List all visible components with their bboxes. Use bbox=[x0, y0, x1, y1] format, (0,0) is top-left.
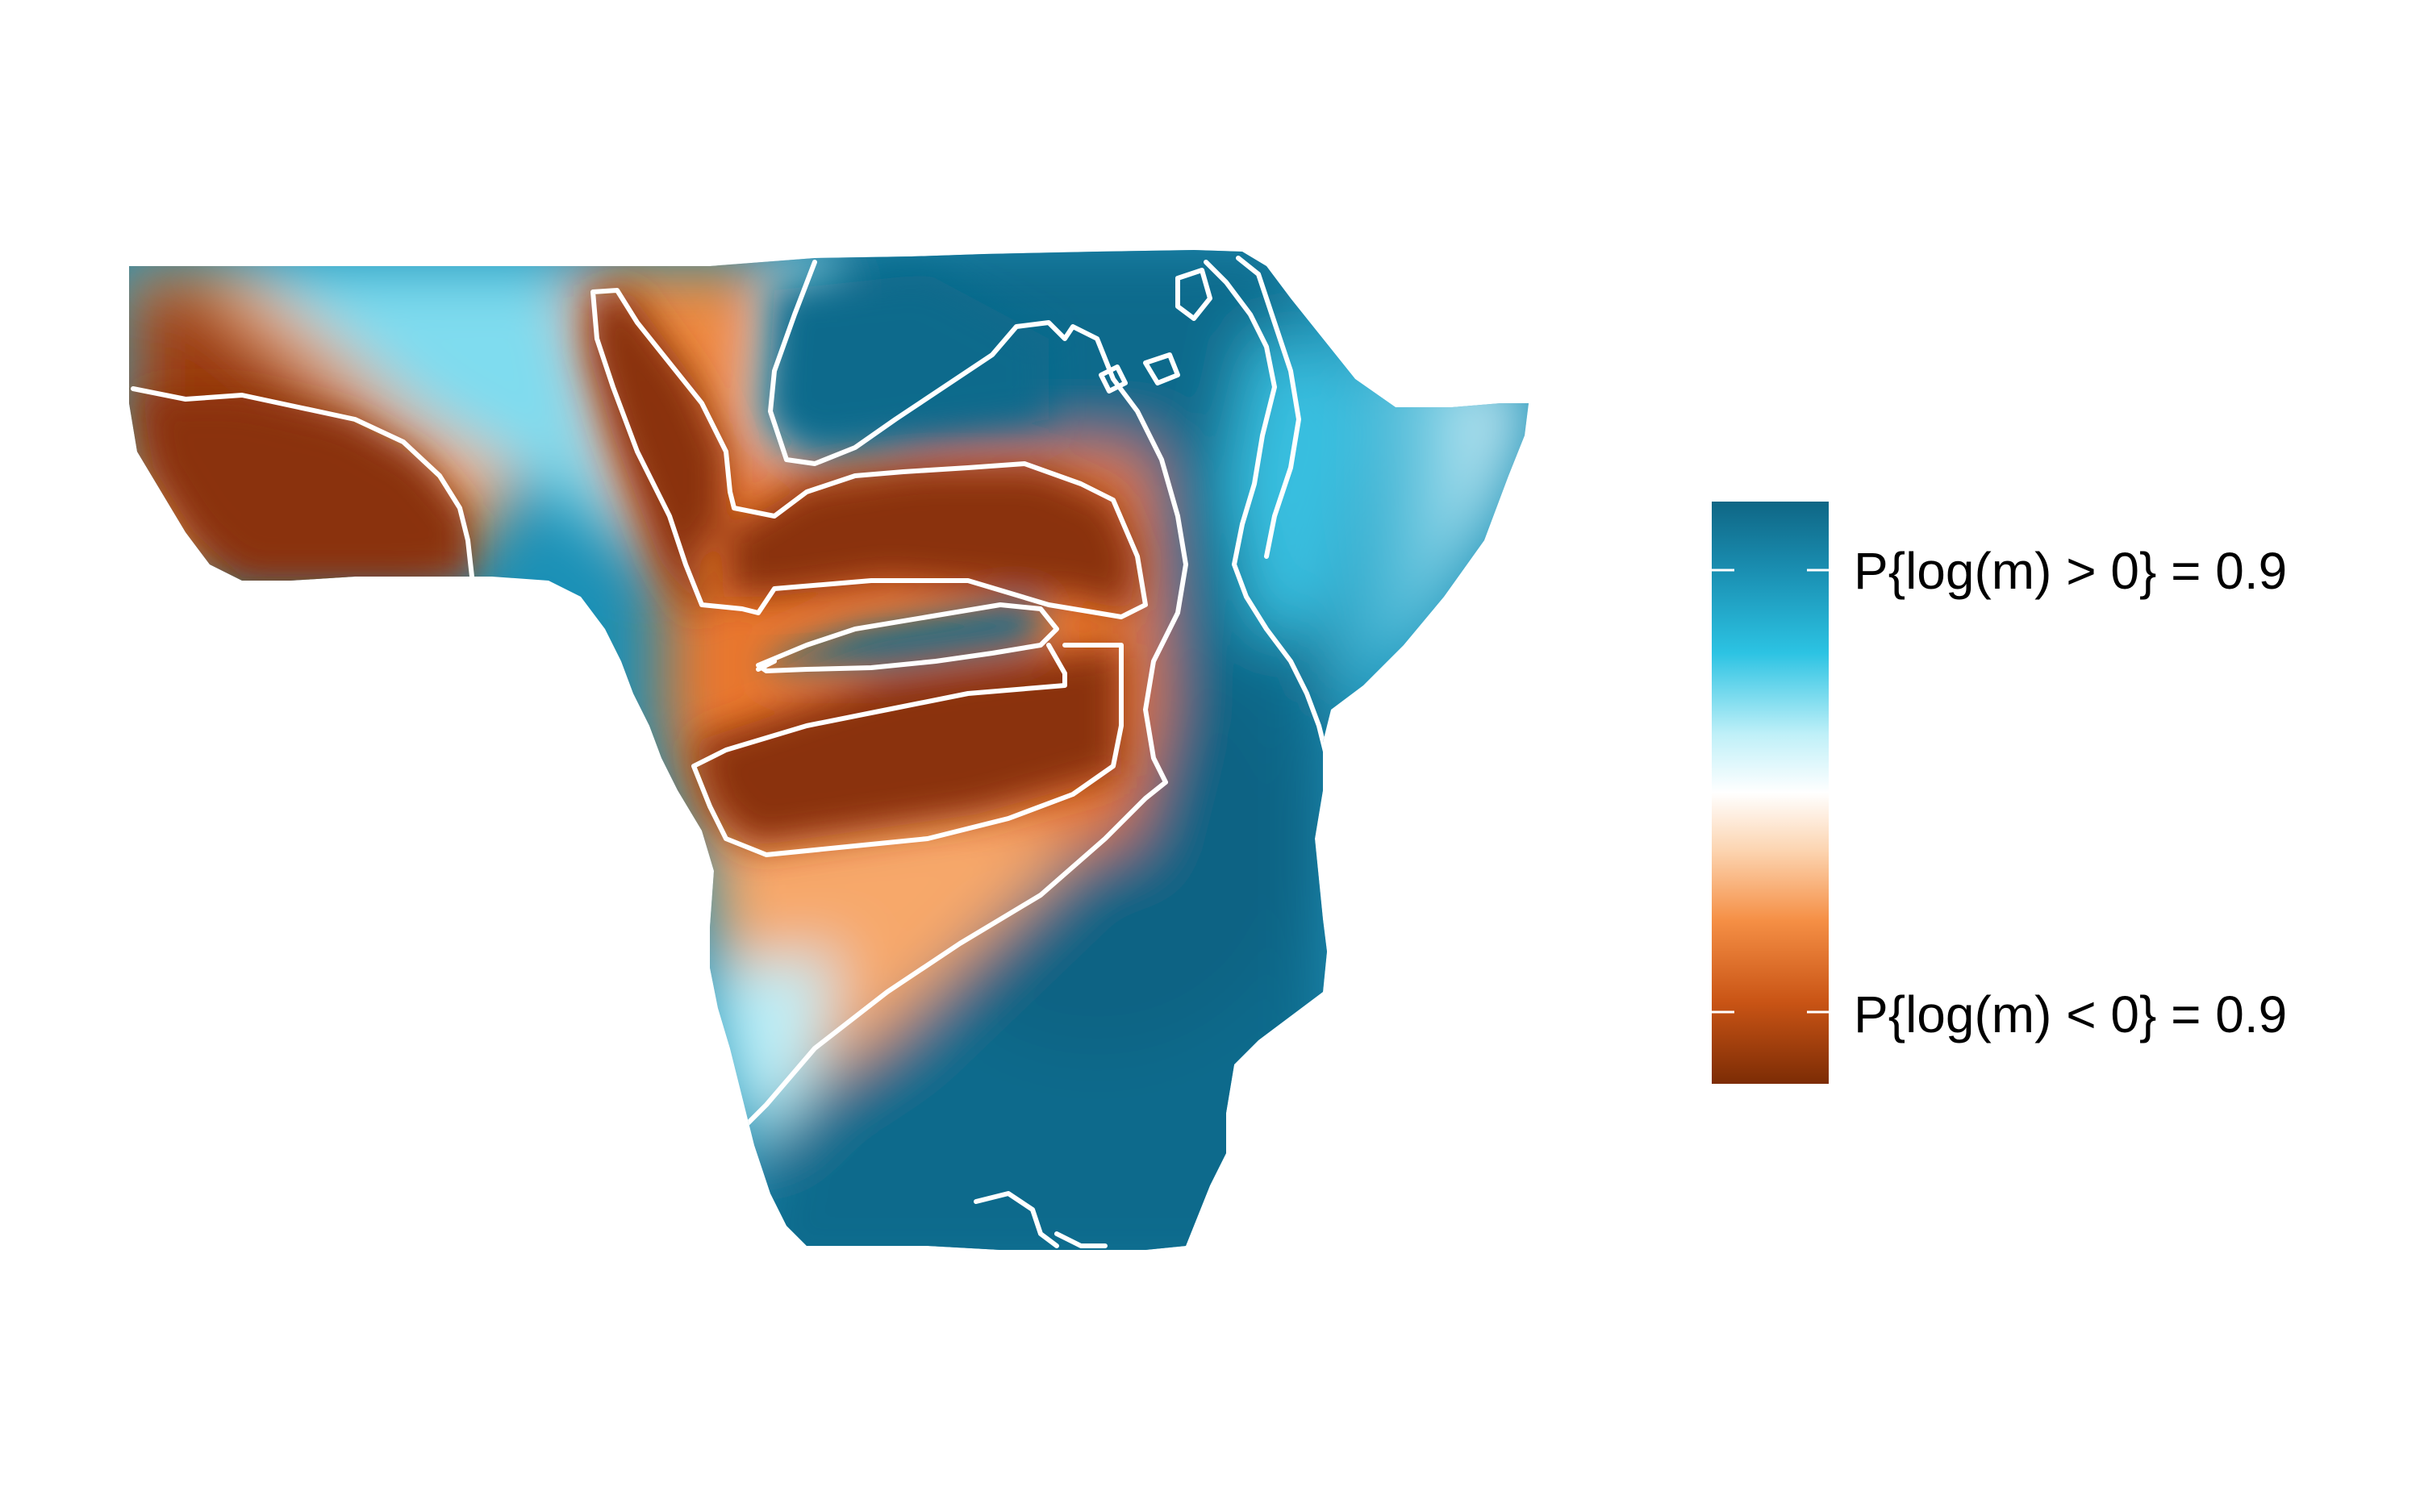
contour-west bbox=[131, 386, 474, 579]
contour-ne-island-3 bbox=[1099, 364, 1128, 394]
contour-ne-island-2 bbox=[1143, 352, 1180, 385]
strong-negative-regions bbox=[141, 274, 1137, 847]
contour-east-rift bbox=[1204, 260, 1329, 760]
contour-ne-island-1 bbox=[1175, 268, 1212, 321]
contour-lower-loop bbox=[691, 643, 1124, 857]
africa-map bbox=[129, 250, 1529, 1250]
legend-colorbar bbox=[1712, 502, 1829, 1084]
contour-northeast bbox=[740, 260, 1188, 1131]
legend: P{log(m) > 0} = 0.9 P{log(m) < 0} = 0.9 bbox=[1712, 502, 2287, 1084]
legend-label-upper: P{log(m) > 0} = 0.9 bbox=[1854, 542, 2287, 600]
contour-inner-loop bbox=[756, 602, 1059, 673]
contour-east-coast bbox=[1236, 256, 1301, 559]
contour-south bbox=[974, 1191, 1108, 1248]
contour-north-spike bbox=[590, 288, 1148, 619]
probability-contours bbox=[131, 256, 1329, 1248]
legend-label-lower: P{log(m) < 0} = 0.9 bbox=[1854, 985, 2287, 1043]
